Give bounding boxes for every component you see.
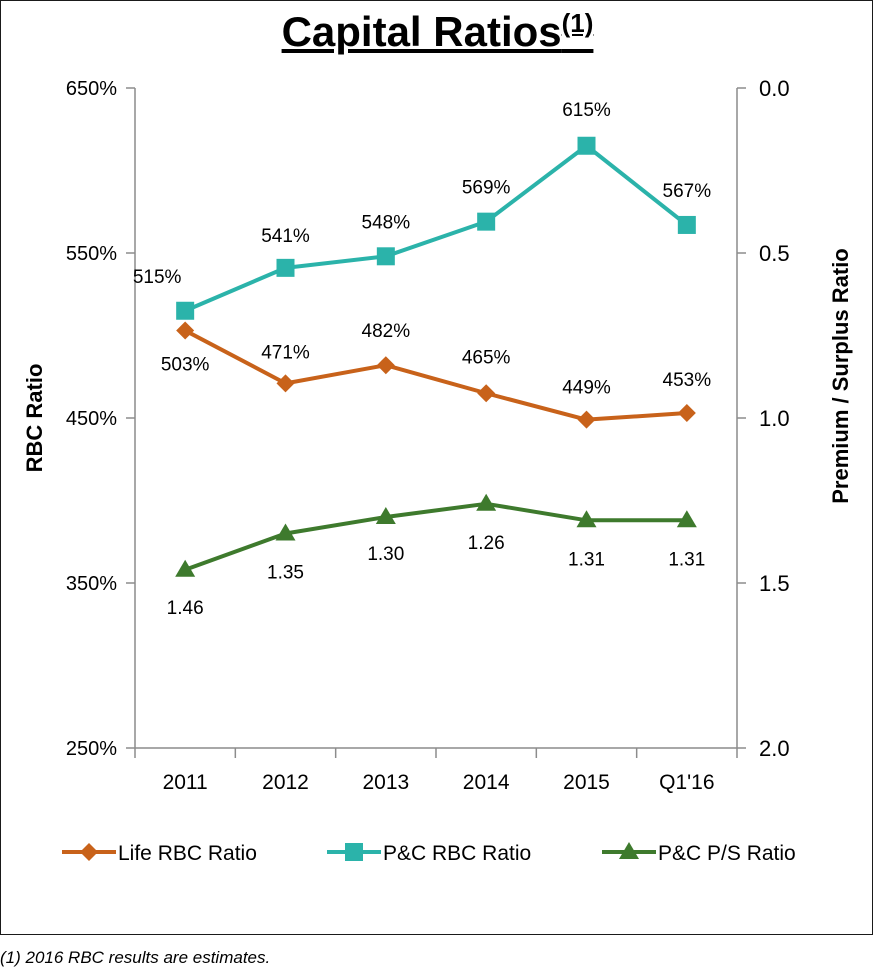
data-label: 1.46 <box>167 598 204 619</box>
legend-marker <box>619 842 639 859</box>
data-label: 548% <box>362 212 411 233</box>
legend-label: P&C RBC Ratio <box>383 842 531 865</box>
footnote: (1) 2016 RBC results are estimates. <box>0 948 271 967</box>
y-right-tick-label: 0.0 <box>759 76 790 101</box>
data-label: 503% <box>161 355 210 376</box>
data-point <box>677 404 696 423</box>
x-tick-label: Q1'16 <box>659 771 714 794</box>
y-left-tick-label: 650% <box>66 78 117 100</box>
legend-marker <box>345 843 363 861</box>
x-tick-label: 2015 <box>563 771 610 794</box>
data-point <box>176 321 195 340</box>
data-point <box>477 384 496 403</box>
chart-frame <box>0 0 873 935</box>
chart-title: Capital Ratios(1) <box>281 8 594 55</box>
data-point <box>276 258 295 277</box>
y-right-tick-label: 1.0 <box>759 406 790 431</box>
chart-canvas: 650% 550% 450% 350% 250% 0.0 0.5 1.0 1.5 2.0 2011 2… <box>22 76 853 865</box>
data-point <box>476 493 497 511</box>
legend-label: P&C P/S Ratio <box>658 842 796 865</box>
data-label: 541% <box>261 226 310 247</box>
y-right-tick-label: 0.5 <box>759 241 790 266</box>
data-point <box>276 374 295 393</box>
x-tick-label: 2012 <box>262 771 309 794</box>
data-point <box>275 523 296 541</box>
data-point <box>676 510 697 528</box>
y-left-tick-label: 250% <box>66 738 117 760</box>
data-label: 465% <box>462 347 511 368</box>
data-point <box>577 136 596 155</box>
y-right-tick-label: 1.5 <box>759 571 790 596</box>
series-line <box>184 501 687 572</box>
data-point <box>576 510 597 528</box>
legend-marker <box>80 843 98 861</box>
data-point <box>376 247 395 266</box>
data-label: 1.26 <box>468 533 505 554</box>
data-label: 449% <box>562 378 611 399</box>
data-label: 482% <box>362 321 411 342</box>
data-point <box>375 507 396 524</box>
data-point <box>376 356 395 375</box>
y-left-tick-label: 550% <box>66 243 117 265</box>
x-tick-label: 2014 <box>463 771 510 794</box>
y-left-tick-label: 450% <box>66 408 117 430</box>
data-label: 471% <box>261 342 310 363</box>
data-label: 567% <box>663 181 712 202</box>
data-label: 1.35 <box>267 563 304 584</box>
data-point <box>477 212 496 231</box>
data-point <box>677 215 696 234</box>
data-label: 453% <box>663 370 712 391</box>
legend-label: Life RBC Ratio <box>118 842 257 865</box>
series-line <box>184 328 687 422</box>
y-left-tick-label: 350% <box>66 573 117 595</box>
data-label: 1.31 <box>668 549 705 570</box>
data-label: 1.30 <box>367 544 404 565</box>
data-label: 515% <box>133 267 182 288</box>
data-label: 1.31 <box>568 549 605 570</box>
x-tick-label: 2011 <box>163 771 208 794</box>
x-tick-label: 2013 <box>362 771 409 794</box>
data-point <box>176 301 195 320</box>
y-axis-left-title: RBC Ratio <box>22 364 47 473</box>
series-line <box>184 143 689 313</box>
data-point <box>175 559 196 577</box>
y-right-tick-label: 2.0 <box>759 736 790 761</box>
data-label: 569% <box>462 178 511 199</box>
data-point <box>577 410 596 429</box>
y-axis-right-title: Premium / Surplus Ratio <box>828 248 853 504</box>
data-label: 615% <box>562 100 611 121</box>
